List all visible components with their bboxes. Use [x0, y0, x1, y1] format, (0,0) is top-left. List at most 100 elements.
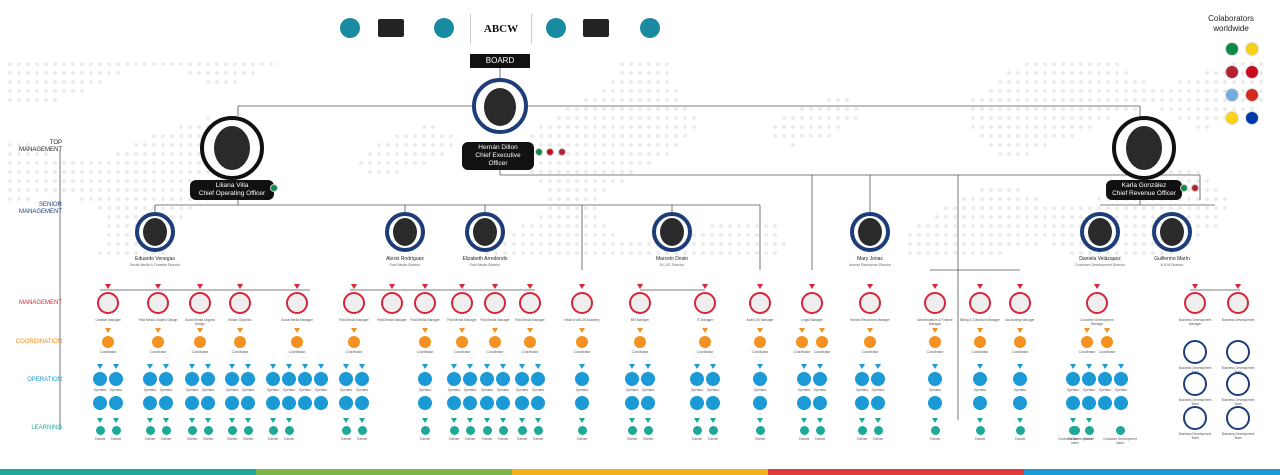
operator-dot: [201, 396, 215, 410]
map-dot: [431, 152, 435, 156]
map-dot: [665, 107, 669, 111]
operator-dot: [855, 396, 869, 410]
manager-photo: [414, 292, 436, 314]
management-arrow-icon: [351, 284, 357, 289]
operator-dot: [625, 372, 639, 386]
manager-title: Head of ABCW Academy: [564, 318, 600, 322]
map-dot: [8, 161, 12, 165]
map-dot: [701, 242, 705, 246]
operator-dot: [1082, 372, 1096, 386]
map-dot: [152, 62, 156, 66]
map-dot: [107, 251, 111, 255]
map-dot: [179, 179, 183, 183]
manager-title: Legal Manager: [801, 318, 823, 322]
map-dot: [134, 197, 138, 201]
operation-arrow-icon: [694, 364, 700, 369]
map-dot: [107, 188, 111, 192]
map-dot: [134, 179, 138, 183]
map-dot: [35, 89, 39, 93]
map-dot: [161, 206, 165, 210]
map-dot: [539, 179, 543, 183]
map-dot: [593, 152, 597, 156]
operation-arrow-icon: [147, 364, 153, 369]
map-dot: [566, 161, 570, 165]
trainee-dot: [268, 426, 278, 435]
map-dot: [539, 251, 543, 255]
map-dot: [602, 233, 606, 237]
map-dot: [485, 251, 489, 255]
map-dot: [674, 98, 678, 102]
map-dot: [575, 179, 579, 183]
map-dot: [548, 179, 552, 183]
map-dot: [107, 206, 111, 210]
map-dot: [584, 233, 588, 237]
operator-dot: [515, 372, 529, 386]
map-dot: [656, 116, 660, 120]
manager-title: Motion Graphics: [228, 318, 252, 322]
intern-dot: [1070, 426, 1080, 435]
coordination-arrow-icon: [579, 328, 585, 333]
operation-arrow-icon: [1017, 364, 1023, 369]
map-dot: [548, 242, 552, 246]
map-dot: [44, 98, 48, 102]
map-dot: [656, 251, 660, 255]
intern-dot: [1115, 426, 1125, 435]
footer-green-segment: [256, 469, 512, 475]
map-dot: [395, 170, 399, 174]
operation-arrow-icon: [205, 364, 211, 369]
map-dot: [593, 170, 597, 174]
learning-arrow-icon: [422, 418, 428, 423]
usa-flag-icon: [558, 148, 566, 156]
map-dot: [593, 242, 597, 246]
coordinator-dot: [291, 336, 303, 348]
map-dot: [8, 62, 12, 66]
cro-title: Chief Revenue Officer: [1112, 190, 1176, 197]
map-dot: [80, 197, 84, 201]
map-dot: [638, 71, 642, 75]
manager-photo: [147, 292, 169, 314]
map-dot: [566, 107, 570, 111]
learning-arrow-icon: [757, 418, 763, 423]
map-dot: [197, 134, 201, 138]
map-dot: [80, 161, 84, 165]
map-dot: [575, 143, 579, 147]
map-dot: [683, 134, 687, 138]
map-dot: [593, 188, 597, 192]
ceo-name: Hernán Dillon: [478, 144, 518, 151]
map-dot: [422, 134, 426, 138]
map-dot: [215, 80, 219, 84]
map-dot: [584, 143, 588, 147]
map-dot: [215, 62, 219, 66]
bd-team-photo: [1183, 406, 1207, 430]
director-avatar: [393, 218, 417, 246]
map-dot: [134, 206, 138, 210]
operator-dot: [480, 396, 494, 410]
map-dot: [575, 107, 579, 111]
manager-photo: [1086, 292, 1108, 314]
map-dot: [620, 71, 624, 75]
director-name-tag: Guillermo Marín B.S.M Director: [1138, 256, 1206, 268]
ceo-title: Chief Executive Officer: [475, 152, 521, 167]
learning-arrow-icon: [189, 418, 195, 423]
map-dot: [692, 125, 696, 129]
map-dot: [539, 134, 543, 138]
map-dot: [638, 251, 642, 255]
map-dot: [179, 161, 183, 165]
operator-dot: [1013, 372, 1027, 386]
manager-photo: [519, 292, 541, 314]
trainee-dot: [643, 426, 653, 435]
map-dot: [566, 134, 570, 138]
map-dot: [593, 224, 597, 228]
map-dot: [215, 71, 219, 75]
map-dot: [152, 134, 156, 138]
map-dot: [566, 143, 570, 147]
map-dot: [8, 143, 12, 147]
operator-dot: [225, 396, 239, 410]
map-dot: [17, 197, 21, 201]
operator-dot: [282, 372, 296, 386]
coordinator-label: Coordinator: [149, 350, 167, 354]
learning-arrow-icon: [1070, 418, 1076, 423]
footer-teal-segment: [0, 469, 256, 475]
operation-arrow-icon: [817, 364, 823, 369]
map-dot: [584, 152, 588, 156]
